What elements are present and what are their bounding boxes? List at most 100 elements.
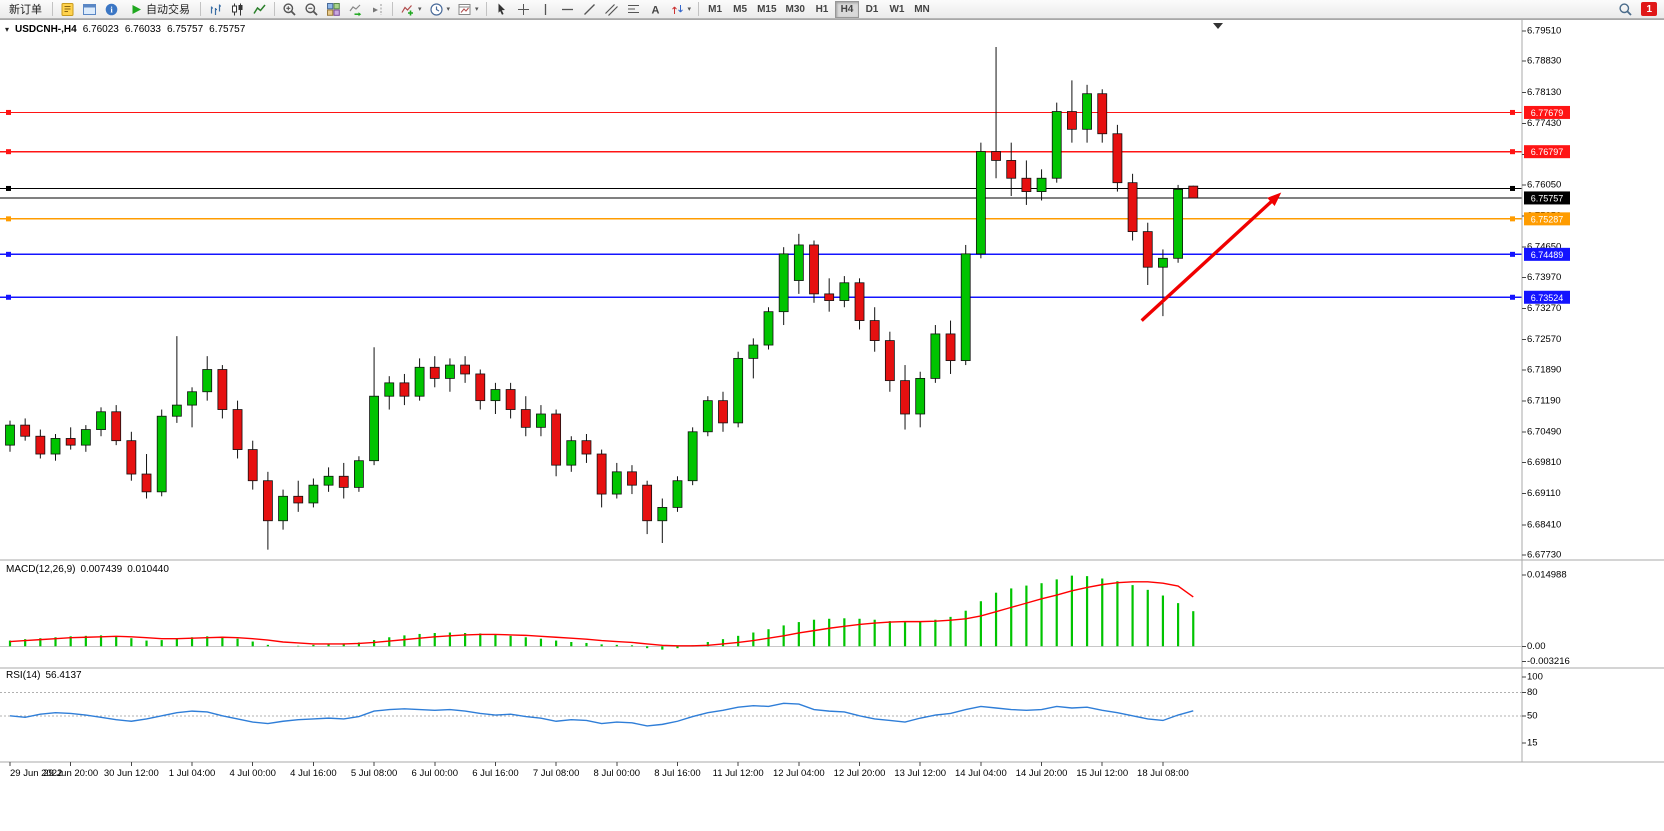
trendline-icon <box>583 3 595 15</box>
tile-windows-button[interactable] <box>323 1 344 18</box>
profiles-button[interactable] <box>79 1 100 18</box>
candle-down <box>1188 185 1199 199</box>
candle-down <box>505 389 516 410</box>
candle-up <box>384 382 395 397</box>
time-label: 12 Jul 04:00 <box>773 768 825 779</box>
hline-handle[interactable] <box>6 216 11 222</box>
zoom-out-button[interactable] <box>301 1 322 18</box>
price-tick-label: 6.67730 <box>1527 550 1561 561</box>
text-button[interactable]: A <box>645 1 666 18</box>
auto-scroll-button[interactable] <box>345 1 366 18</box>
hline-handle[interactable] <box>1510 216 1515 222</box>
timeframe-m1-button[interactable]: M1 <box>703 1 727 18</box>
indicators-button[interactable]: ▾ <box>397 1 425 18</box>
candle-down <box>232 409 243 450</box>
line-chart-button[interactable] <box>249 1 270 18</box>
candle-down <box>338 475 349 488</box>
hline-handle[interactable] <box>6 109 11 115</box>
chart-shift-marker[interactable] <box>1213 23 1223 29</box>
candle-up <box>278 495 288 522</box>
candle-down <box>551 413 562 466</box>
candle-up <box>50 438 61 455</box>
crosshair-button[interactable] <box>513 1 534 18</box>
hline-handle[interactable] <box>6 149 11 155</box>
trend-arrow-line[interactable] <box>1140 196 1277 322</box>
fibonacci-button[interactable] <box>623 1 644 18</box>
timeframe-h1-button[interactable]: H1 <box>810 1 834 18</box>
search-icon <box>1619 2 1633 16</box>
auto-trading-button[interactable]: 自动交易 <box>123 1 196 18</box>
toolbar-separator <box>274 2 275 16</box>
auto-trading-label: 自动交易 <box>146 4 190 16</box>
candle-up <box>566 440 577 466</box>
ohlc-open: 6.76023 <box>82 24 119 35</box>
timeframe-m15-button[interactable]: M15 <box>753 1 780 18</box>
candle-up <box>672 480 683 508</box>
candle-up <box>733 357 744 424</box>
timeframe-m30-button[interactable]: M30 <box>782 1 809 18</box>
timeframe-h4-button[interactable]: H4 <box>834 0 859 18</box>
candle-down <box>718 400 728 424</box>
timeframe-mn-button[interactable]: MN <box>910 1 934 18</box>
line-chart-icon <box>253 4 266 14</box>
timeframe-m5-button[interactable]: M5 <box>728 1 752 18</box>
candle-down <box>854 282 865 321</box>
candle-down <box>247 449 258 482</box>
zoom-in-button[interactable] <box>279 1 300 18</box>
price-tick-label: 6.78830 <box>1527 56 1561 67</box>
templates-button[interactable]: ▾ <box>454 1 482 18</box>
notification-badge[interactable]: 1 <box>1641 2 1657 16</box>
chart-dropdown-icon[interactable]: ▾ <box>5 25 10 34</box>
timeframe-w1-button[interactable]: W1 <box>885 1 909 18</box>
data-window-button[interactable]: i <box>101 1 122 18</box>
hline-handle[interactable] <box>6 251 11 257</box>
candlestick-chart-button[interactable] <box>227 1 248 18</box>
bar-chart-button[interactable] <box>205 1 226 18</box>
time-label: 4 Jul 00:00 <box>229 768 275 779</box>
channel-button[interactable] <box>601 1 622 18</box>
rsi-name: RSI(14) <box>6 670 41 681</box>
indicators-icon <box>401 4 413 15</box>
rsi-tick-label: 100 <box>1527 671 1543 682</box>
trend-arrow-head[interactable] <box>1267 192 1282 206</box>
hline-handle[interactable] <box>1510 251 1515 257</box>
macd-name: MACD(12,26,9) <box>6 564 76 575</box>
timeframe-d1-button[interactable]: D1 <box>860 1 884 18</box>
horizontal-line-button[interactable] <box>557 1 578 18</box>
price-badge <box>1524 247 1570 261</box>
hline-handle[interactable] <box>6 294 11 300</box>
hline-handle[interactable] <box>1510 185 1515 191</box>
candle-up <box>915 378 926 415</box>
candle-up <box>657 507 668 522</box>
periods-button[interactable]: ▾ <box>426 1 454 18</box>
vertical-line-button[interactable] <box>535 1 556 18</box>
candle-down <box>126 440 137 475</box>
candlestick-chart-icon <box>232 3 243 15</box>
candle-up <box>80 429 91 446</box>
price-tick-label: 6.74650 <box>1527 242 1561 253</box>
chart-shift-button[interactable] <box>367 1 388 18</box>
crosshair-icon <box>517 3 529 15</box>
trendline-button[interactable] <box>579 1 600 18</box>
cursor-icon <box>498 3 505 15</box>
templates-icon <box>458 3 471 15</box>
editor-button[interactable] <box>57 1 78 18</box>
price-badge-label: 6.77679 <box>1531 108 1564 118</box>
candle-up <box>702 400 713 433</box>
hline-handle[interactable] <box>1510 109 1515 115</box>
chart-canvas[interactable]: 6.795106.788306.781306.774306.767306.760… <box>0 19 1664 831</box>
arrows-button[interactable]: ▾ <box>667 1 695 18</box>
hline-handle[interactable] <box>6 185 11 191</box>
cursor-button[interactable] <box>491 1 512 18</box>
candle-down <box>900 380 910 415</box>
auto-trading-play-icon <box>132 4 141 14</box>
time-label: 13 Jul 12:00 <box>894 768 946 779</box>
search-button[interactable] <box>1615 1 1636 18</box>
hline-handle[interactable] <box>1510 294 1515 300</box>
periods-clock-icon <box>429 2 443 16</box>
hline-handle[interactable] <box>1510 149 1515 155</box>
price-badge <box>1524 145 1570 159</box>
time-label: 8 Jul 00:00 <box>594 768 640 779</box>
new-order-button[interactable]: 新订单 <box>3 1 48 18</box>
candle-down <box>991 151 1001 161</box>
